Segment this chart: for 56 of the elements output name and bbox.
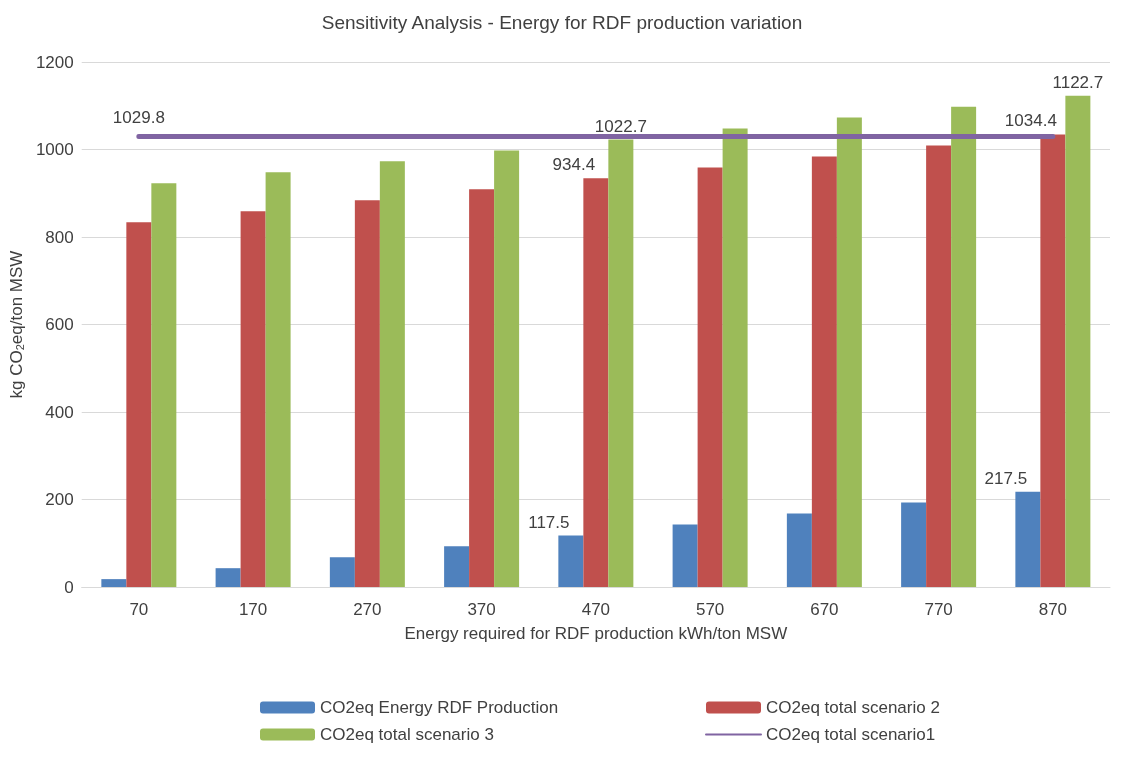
y-tick-label: 800 [45,227,74,247]
legend-label: CO2eq Energy RDF Production [320,698,559,717]
bar [583,178,609,587]
y-tick-label: 400 [45,402,74,422]
bar [558,535,584,587]
y-tick-label: 1200 [35,52,74,72]
bar [951,106,977,587]
data-label: 217.5 [984,468,1028,488]
x-tick-label: 270 [353,600,382,619]
data-label: 934.4 [552,155,596,175]
bar [901,502,927,587]
bar [697,167,723,587]
bar [1040,134,1066,587]
y-tick-label: 600 [45,315,74,334]
x-tick-label: 70 [129,600,149,619]
x-tick-label: 870 [1038,600,1068,619]
bar [1015,491,1041,587]
bar [379,161,405,587]
x-tick-label: 470 [581,600,611,619]
x-tick-label: 770 [924,600,953,619]
x-tick-label: 670 [810,600,839,619]
data-label: 1022.7 [594,116,647,136]
bar [926,145,952,587]
x-tick-label: 170 [238,600,268,619]
bar [151,183,177,587]
bar [265,172,291,587]
legend-label: CO2eq total scenario 3 [320,725,494,744]
bar [608,139,634,587]
data-label: 1122.7 [1052,72,1104,92]
bar [1065,95,1091,587]
bar [672,524,698,587]
bar [469,189,495,587]
x-tick-label: 370 [467,600,496,619]
bar [215,568,241,587]
bar [329,557,355,587]
bar [354,200,380,587]
bar [101,579,127,587]
data-label: 1034.4 [1004,111,1057,131]
bar [722,128,748,587]
bar [126,222,152,587]
x-tick-label: 570 [695,600,725,619]
bar [786,513,812,587]
data-label: 117.5 [528,512,570,532]
bar [444,546,470,587]
x-axis-title: Energy required for RDF production kWh/ton MSW [404,624,788,643]
y-tick-label: 0 [64,577,74,597]
y-tick-label: 200 [45,490,74,509]
y-tick-label: 1000 [35,140,74,159]
legend-label: CO2eq total scenario 2 [766,698,940,717]
bar [811,156,837,587]
legend-label: CO2eq total scenario1 [766,725,936,744]
bar [240,211,266,587]
bar [494,150,520,587]
chart-title: Sensitivity Analysis - Energy for RDF production variation [321,12,803,33]
bar [836,117,862,587]
data-label: 1029.8 [112,108,165,128]
